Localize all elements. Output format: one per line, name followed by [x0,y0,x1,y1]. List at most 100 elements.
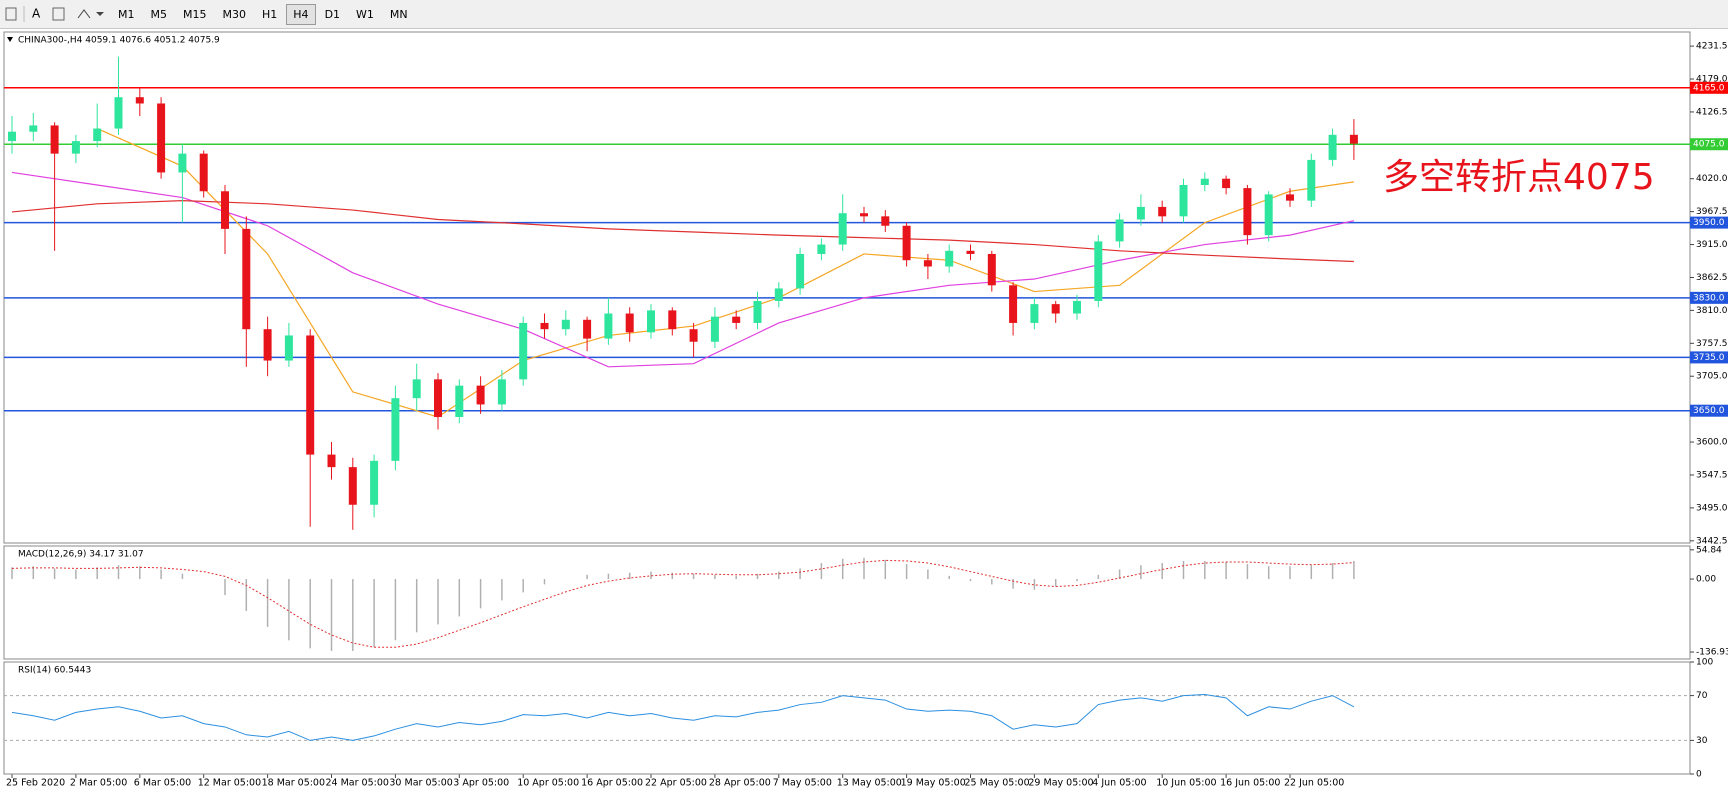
y-tick-label: 3862.5 [1696,273,1728,283]
x-tick-label: 16 Jun 05:00 [1220,778,1280,789]
candle-body [1136,206,1145,220]
y-tick-label: 4179.0 [1696,75,1728,85]
x-tick-label: 12 Mar 05:00 [198,778,261,789]
timeframe-button[interactable]: M30 [222,7,247,21]
candle-body [391,398,400,461]
y-tick-label: 4231.5 [1696,42,1728,52]
candle-body [1328,134,1337,160]
y-tick-label: 4020.0 [1696,174,1728,184]
level-label-box [1690,351,1728,364]
panel-frame [3,661,1691,775]
candle-body [561,319,570,330]
panel-title: MACD(12,26,9) 34.17 31.07 [18,550,144,560]
level-label: 4165.0 [1693,83,1725,93]
candle-body [135,97,144,104]
candle-body [412,379,421,399]
y-tick-label: 0 [1696,770,1702,780]
x-tick-label: 4 Jun 05:00 [1092,778,1146,789]
chart: 4231.5 4179.0 4126.5 4020.0 3967.5 3915.0 3862… [3,31,1728,789]
candle-body [1200,178,1209,185]
timeframe-button[interactable]: H1 [262,7,278,21]
x-tick-label: 6 Mar 05:00 [134,778,191,789]
collapse-icon [7,37,13,42]
timeframe-button[interactable]: H4 [286,3,316,25]
candle-body [327,454,336,468]
timeframe-button[interactable]: M5 [150,7,168,21]
candle-body [1307,159,1316,201]
level-label: 3830.0 [1693,293,1725,303]
x-tick-label: 24 Mar 05:00 [326,778,389,789]
candle-body [455,385,464,417]
candle-body [199,153,208,192]
candle-body [753,300,762,323]
x-tick-label: 22 Jun 05:00 [1284,778,1344,789]
candle-body [647,310,655,333]
candle-body [263,329,272,361]
y-tick-label: 3915.0 [1696,240,1728,250]
candle-body [923,260,932,267]
candle-body [540,322,549,330]
y-tick-label: 3495.0 [1696,503,1728,513]
x-tick-label: 29 May 05:00 [1028,778,1093,789]
candle-body [519,322,528,380]
level-label-box [1690,291,1728,304]
candle-body [583,319,592,339]
level-label-box [1690,138,1728,151]
candle-body [1030,304,1039,323]
y-tick-label: 3705.0 [1696,372,1728,382]
x-tick-label: 13 May 05:00 [837,778,902,789]
candle-body [114,97,123,129]
candle-body [348,467,357,505]
candle-body [625,313,634,333]
moving-average [11,200,1354,263]
candle-body [306,335,315,455]
moving-average [96,128,1354,418]
candle-body [668,310,677,330]
moving-average [11,171,1355,368]
candle-body [1349,134,1358,144]
candle-body [1243,188,1252,236]
candle-body [8,131,16,142]
timeframe-button[interactable]: D1 [324,7,341,21]
timeframe-button[interactable]: M1 [118,7,135,21]
x-tick-label: 19 May 05:00 [901,778,966,789]
annotation: 多空转折点4075 [1383,157,1655,198]
y-tick-label: 100 [1696,658,1713,668]
timeframe-button[interactable]: MN [389,7,408,21]
y-tick-label: 3810.0 [1696,306,1728,316]
y-tick-label: 3442.5 [1696,536,1728,546]
level-label: 3950.0 [1693,218,1725,228]
candle-body [93,128,102,142]
candle-body [1094,241,1103,301]
x-tick-label: 25 Feb 2020 [6,778,65,789]
candle-body [29,125,38,132]
icon [77,9,91,19]
level-label: 3735.0 [1693,353,1725,363]
candle-body [966,250,975,254]
toolbar-icons: A [5,6,104,22]
candle-body [732,316,741,323]
candle-body [945,250,954,267]
x-tick-label: 2 Mar 05:00 [70,778,127,789]
y-tick-label: -136.93 [1696,648,1728,658]
candle-body [50,125,59,154]
timeframe-button[interactable]: M15 [183,7,207,21]
x-tick-label: 22 Apr 05:00 [645,778,707,789]
x-tick-label: 18 Mar 05:00 [262,778,325,789]
x-tick-label: 10 Apr 05:00 [517,778,579,789]
candle-body [604,313,613,339]
y-tick-label: 4126.5 [1696,107,1728,117]
timeframes: M1 M5 M15 M30 H1 H4 D1 W1 MN [110,3,416,25]
timeframe-button[interactable]: W1 [356,7,374,21]
candle-body [710,316,719,342]
level-label-box [1690,404,1728,417]
level-label-box [1690,81,1728,94]
x-tick-label: 10 Jun 05:00 [1156,778,1216,789]
candle-body [476,385,485,405]
icon [96,12,104,16]
candle-body [987,253,996,286]
y-tick-label: 70 [1696,691,1708,701]
panel-title: CHINA300-,H4 4059.1 4076.6 4051.2 4075.9 [18,36,220,46]
panel-frame [3,31,1691,544]
